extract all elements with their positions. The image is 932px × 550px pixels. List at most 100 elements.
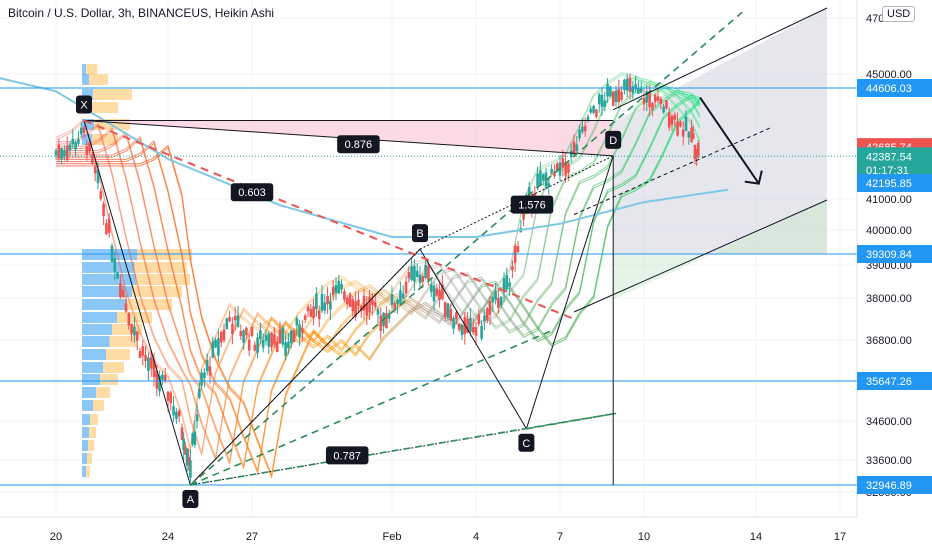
volume-bar xyxy=(112,324,142,335)
channel-dashed-line xyxy=(526,412,617,430)
candle-body xyxy=(665,99,668,109)
level-price-label: 35647.26 xyxy=(866,376,912,388)
candle-body xyxy=(239,331,243,337)
candle-body xyxy=(184,446,187,455)
candle-body xyxy=(455,312,458,320)
volume-bar xyxy=(82,336,110,347)
candle-body xyxy=(407,272,411,279)
projection-zone xyxy=(613,8,827,254)
ratio-label: 1.576 xyxy=(518,200,546,212)
price-tick-label: 40000.00 xyxy=(866,225,912,237)
volume-bar xyxy=(82,324,112,335)
volume-bar xyxy=(86,466,90,477)
projection-arrow-head xyxy=(744,170,763,185)
ma-ribbon xyxy=(55,72,701,480)
candle-body xyxy=(376,309,380,315)
volume-bar xyxy=(82,440,88,451)
xabcd-pattern: X A B C D 0.876 0.603 1.576 0.787 xyxy=(76,7,828,508)
candle-body xyxy=(536,173,539,188)
candle-body xyxy=(410,266,413,281)
price-tick-label: 41000.00 xyxy=(866,194,912,206)
candle-body xyxy=(195,414,199,422)
volume-bar xyxy=(87,453,92,464)
candle-body xyxy=(695,150,698,158)
level-price-label: 44606.03 xyxy=(866,83,912,95)
candle-body xyxy=(662,106,665,113)
candle-body xyxy=(287,341,290,349)
candle-body xyxy=(679,121,682,127)
candle-body xyxy=(331,286,335,296)
candle-body xyxy=(697,142,700,156)
currency-button[interactable]: USD xyxy=(882,6,916,22)
support-zone xyxy=(613,200,827,300)
candle-body xyxy=(511,266,514,271)
candle-body xyxy=(281,327,285,345)
candle-body xyxy=(175,411,178,419)
candle-body xyxy=(494,290,497,300)
candle-body xyxy=(667,112,671,128)
time-axis[interactable]: 20 24 27 Feb 4 7 10 14 17 xyxy=(50,531,846,543)
candle-body xyxy=(228,317,231,322)
candle-body xyxy=(214,339,217,348)
candle-body xyxy=(57,144,61,159)
volume-bar xyxy=(82,453,87,464)
candle-body xyxy=(326,295,329,305)
candle-body xyxy=(211,341,215,358)
candle-body xyxy=(387,312,391,319)
candle-body xyxy=(88,142,91,152)
candle-body xyxy=(645,91,649,103)
ratio-label: 0.876 xyxy=(345,139,373,151)
pattern-point-label: X xyxy=(80,100,88,112)
pattern-point-badge xyxy=(412,224,428,243)
volume-bar xyxy=(88,440,94,451)
candle-body xyxy=(589,108,593,113)
pattern-point-badge xyxy=(76,95,92,114)
candle-body xyxy=(261,339,265,348)
candle-body xyxy=(256,337,259,353)
time-tick-label: 17 xyxy=(834,531,846,543)
candle-body xyxy=(348,293,352,307)
price-axis[interactable]: 47000.0045000.0041000.0040000.0039000.00… xyxy=(857,13,932,499)
candle-body xyxy=(259,330,262,340)
candle-body xyxy=(295,318,299,326)
horizontal-levels xyxy=(0,87,857,486)
level-price-label: 39309.84 xyxy=(866,249,912,261)
candle-body xyxy=(187,457,191,466)
candle-body xyxy=(233,315,237,321)
candle-body xyxy=(317,310,321,320)
candle-body xyxy=(564,161,567,176)
ribbon-line xyxy=(56,96,701,475)
candle-body xyxy=(340,283,343,290)
candle-body xyxy=(471,327,475,333)
pattern-point-label: A xyxy=(187,494,195,506)
candle-body xyxy=(205,359,209,372)
volume-bar xyxy=(82,312,117,323)
candle-body xyxy=(477,314,481,325)
candle-body xyxy=(315,293,318,310)
candle-body xyxy=(547,183,551,187)
volume-bar xyxy=(82,374,100,385)
pattern-point-label: B xyxy=(416,228,423,240)
price-badge xyxy=(857,173,932,192)
candle-body xyxy=(163,375,167,382)
ratio-badge xyxy=(325,446,369,465)
candles xyxy=(54,73,700,483)
pattern-leg xyxy=(419,248,527,430)
candle-body xyxy=(99,191,103,199)
price-badge-label: 42195.85 xyxy=(866,178,912,190)
candle-body xyxy=(614,90,618,103)
volume-bar xyxy=(82,466,86,477)
ratio-badge xyxy=(510,195,554,214)
candle-body xyxy=(250,327,254,336)
candle-body xyxy=(93,166,97,174)
candle-body xyxy=(385,313,388,329)
candle-body xyxy=(491,297,495,303)
candle-body xyxy=(653,94,657,102)
candle-body xyxy=(133,326,136,336)
ab-dotted xyxy=(190,248,421,486)
candle-body xyxy=(639,88,643,93)
candle-body xyxy=(413,265,416,282)
price-tick-label: 34600.00 xyxy=(866,416,912,428)
candle-body xyxy=(200,372,203,386)
